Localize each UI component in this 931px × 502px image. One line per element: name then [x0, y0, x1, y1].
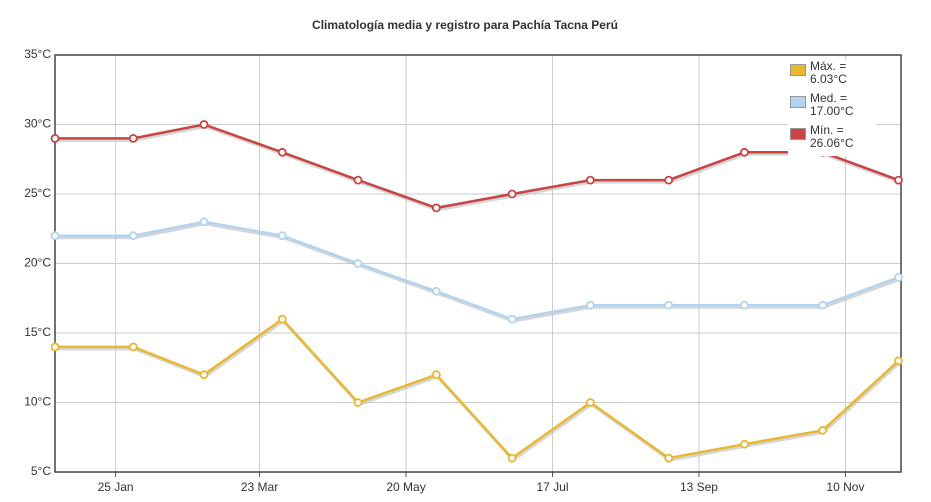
point — [199, 370, 209, 380]
point — [507, 314, 517, 324]
line-shadow — [56, 222, 900, 323]
point — [353, 398, 363, 407]
x-tick-label: 25 Jan — [98, 480, 134, 494]
point — [277, 231, 287, 241]
point — [353, 175, 363, 185]
point — [818, 425, 828, 435]
point — [818, 300, 828, 310]
y-tick-label: 5°C — [31, 464, 51, 478]
point — [50, 133, 60, 143]
point — [507, 189, 517, 199]
legend-label: Med. = 17.00°C — [810, 91, 854, 118]
point — [740, 439, 749, 449]
y-tick-label: 15°C — [24, 325, 51, 339]
point — [507, 453, 517, 463]
legend-item: Mín. = 26.06°C — [788, 124, 876, 150]
point — [431, 286, 441, 296]
point — [894, 175, 903, 185]
legend-swatch — [790, 128, 806, 140]
legend-label: Mín. = 26.06°C — [810, 123, 854, 150]
point — [277, 147, 287, 157]
point — [585, 398, 595, 407]
point — [894, 356, 903, 366]
legend-swatch — [790, 96, 806, 108]
point — [199, 120, 209, 129]
series-line — [55, 220, 899, 321]
point — [199, 217, 209, 227]
legend-item: Máx. = 6.03°C — [788, 60, 876, 86]
point — [585, 300, 595, 310]
point — [664, 175, 674, 185]
point — [431, 203, 441, 213]
point — [277, 314, 287, 324]
y-tick-label: 25°C — [24, 186, 51, 200]
y-tick-label: 20°C — [24, 256, 51, 270]
legend-item: Med. = 17.00°C — [788, 92, 876, 118]
series-line — [55, 317, 900, 460]
point — [50, 342, 60, 352]
x-tick-label: 17 Jul — [536, 480, 568, 494]
point — [664, 453, 674, 463]
plot-border — [54, 54, 902, 473]
x-tick-label: 20 May — [386, 480, 425, 494]
point — [128, 342, 138, 352]
point — [740, 147, 749, 157]
point — [128, 133, 138, 143]
x-tick-label: 10 Nov — [826, 480, 864, 494]
chart-title: Climatología media y registro para Pachí… — [312, 18, 618, 32]
y-tick-label: 10°C — [24, 395, 51, 409]
y-tick-label: 35°C — [24, 47, 51, 61]
point — [740, 300, 749, 310]
point — [585, 175, 595, 185]
point — [50, 231, 60, 241]
legend-label: Máx. = 6.03°C — [810, 59, 847, 86]
point — [431, 370, 441, 380]
point — [128, 231, 138, 241]
legend: Máx. = 6.03°C Med. = 17.00°C Mín. = 26.06°… — [788, 60, 876, 156]
point — [353, 259, 363, 268]
line-shadow — [56, 124, 900, 212]
legend-swatch — [790, 64, 806, 76]
point — [664, 300, 674, 310]
point — [894, 272, 903, 282]
x-tick-label: 13 Sep — [680, 480, 718, 494]
x-tick-label: 23 Mar — [241, 480, 278, 494]
y-tick-label: 30°C — [24, 117, 51, 131]
series-line — [55, 123, 899, 210]
